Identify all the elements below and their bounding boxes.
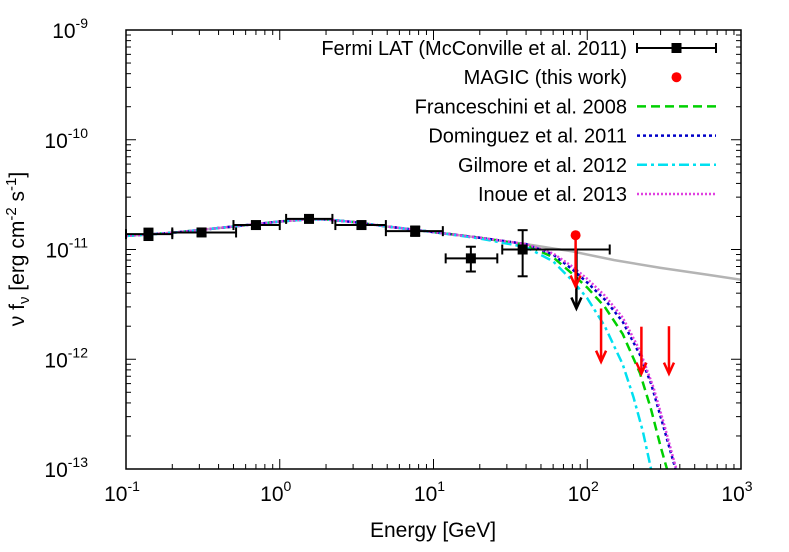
legend-label: Fermi LAT (McConville et al. 2011) <box>321 38 627 60</box>
data-point <box>410 226 421 237</box>
series-line <box>126 218 653 469</box>
y-tick-label: 10-12 <box>44 344 88 372</box>
data-point <box>196 227 207 238</box>
legend-label: Dominguez et al. 2011 <box>428 126 627 148</box>
plot-frame <box>125 29 742 470</box>
x-tick-label: 10-1 <box>104 478 140 506</box>
data-point <box>570 230 581 241</box>
upper-limit-arrowhead <box>662 362 676 377</box>
x-tick-label: 100 <box>260 478 291 506</box>
upper-limit-arrowhead <box>570 296 583 312</box>
legend-marker <box>671 72 682 83</box>
x-tick-label: 101 <box>414 478 445 506</box>
series-line <box>126 218 669 469</box>
data-point <box>356 220 367 231</box>
y-tick-label: 10-11 <box>45 235 88 263</box>
x-tick-labels: 10-1 100 101 102 103 <box>104 478 753 506</box>
x-axis-label: Energy [GeV] <box>370 519 496 542</box>
upper-limit-arrowhead <box>569 274 582 290</box>
legend-label: Inoue et al. 2013 <box>478 184 627 206</box>
y-tick-label: 10-13 <box>44 454 88 482</box>
data-point <box>143 229 154 240</box>
x-tick-label: 103 <box>721 478 752 506</box>
x-tick-label: 102 <box>568 478 599 506</box>
data-point <box>304 213 315 224</box>
y-axis-label: ν fν [erg cm-2 s-1] <box>3 172 33 326</box>
legend-label: MAGIC (this work) <box>464 67 627 89</box>
series-line <box>126 218 678 469</box>
data-point <box>250 220 261 231</box>
upper-limit-arrowhead <box>594 350 608 365</box>
data-point <box>517 244 528 255</box>
legend: Fermi LAT (McConville et al. 2011) MAGIC … <box>321 38 717 206</box>
y-tick-label: 10-10 <box>44 125 88 153</box>
legend-marker <box>671 43 682 53</box>
y-tick-label: 10-9 <box>52 15 88 43</box>
y-tick-labels: 10-9 10-10 10-11 10-12 10-13 <box>44 15 88 482</box>
data-points <box>125 213 676 377</box>
upper-limit-arrowhead <box>635 362 648 377</box>
legend-label: Gilmore et al. 2012 <box>458 155 627 177</box>
model-curves <box>126 218 741 469</box>
data-point <box>465 253 476 264</box>
legend-label: Franceschini et al. 2008 <box>415 96 627 118</box>
